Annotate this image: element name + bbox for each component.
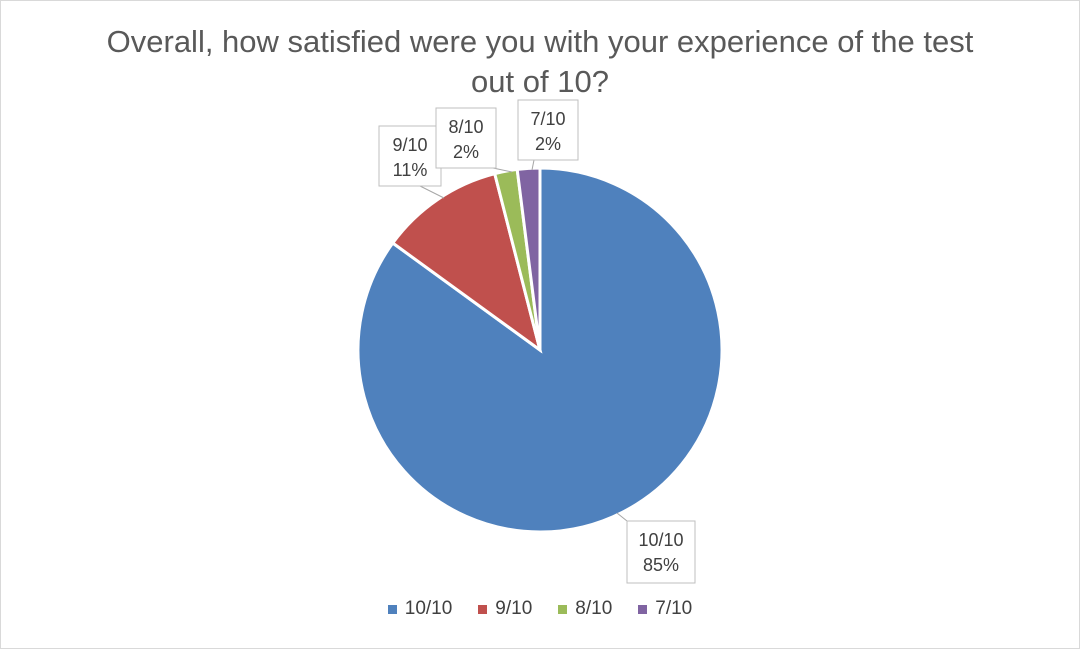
data-label-leader (492, 167, 513, 173)
data-label-8-10: 8/10 2% (435, 107, 497, 169)
legend-label: 7/10 (655, 598, 693, 619)
data-label-percent: 11% (393, 160, 428, 180)
pie-slice-9-10 (390, 171, 543, 354)
legend-swatch (478, 604, 488, 614)
legend: 10/10 9/10 8/10 7/10 (0, 598, 1080, 620)
legend-swatch (558, 604, 568, 614)
legend-item-8-10: 8/10 (558, 598, 612, 620)
legend-item-10-10: 10/10 (387, 598, 453, 620)
data-label-7-10: 7/10 2% (517, 99, 579, 161)
chart-title: Overall, how satisfied were you with you… (106, 24, 974, 99)
data-label-category: 10/10 (638, 530, 683, 550)
data-label-10-10: 10/10 85% (626, 520, 696, 584)
data-label-category: 8/10 (448, 117, 483, 137)
data-label-leader (616, 512, 628, 522)
legend-item-7-10: 7/10 (638, 598, 692, 620)
legend-swatch (638, 604, 648, 614)
data-label-category: 7/10 (530, 109, 565, 129)
legend-label: 8/10 (575, 598, 613, 619)
data-label-leader (531, 159, 535, 171)
pie-slice-7-10 (515, 166, 542, 351)
data-label-percent: 85% (643, 555, 679, 575)
data-label-percent: 2% (535, 134, 561, 154)
data-label-percent: 2% (453, 142, 479, 162)
legend-swatch (387, 604, 397, 614)
legend-item-9-10: 9/10 (478, 598, 532, 620)
data-label-leader (419, 185, 445, 199)
legend-label: 10/10 (404, 598, 453, 619)
legend-label: 9/10 (495, 598, 533, 619)
data-label-category: 9/10 (392, 135, 427, 155)
data-label-9-10: 9/10 11% (378, 125, 442, 187)
